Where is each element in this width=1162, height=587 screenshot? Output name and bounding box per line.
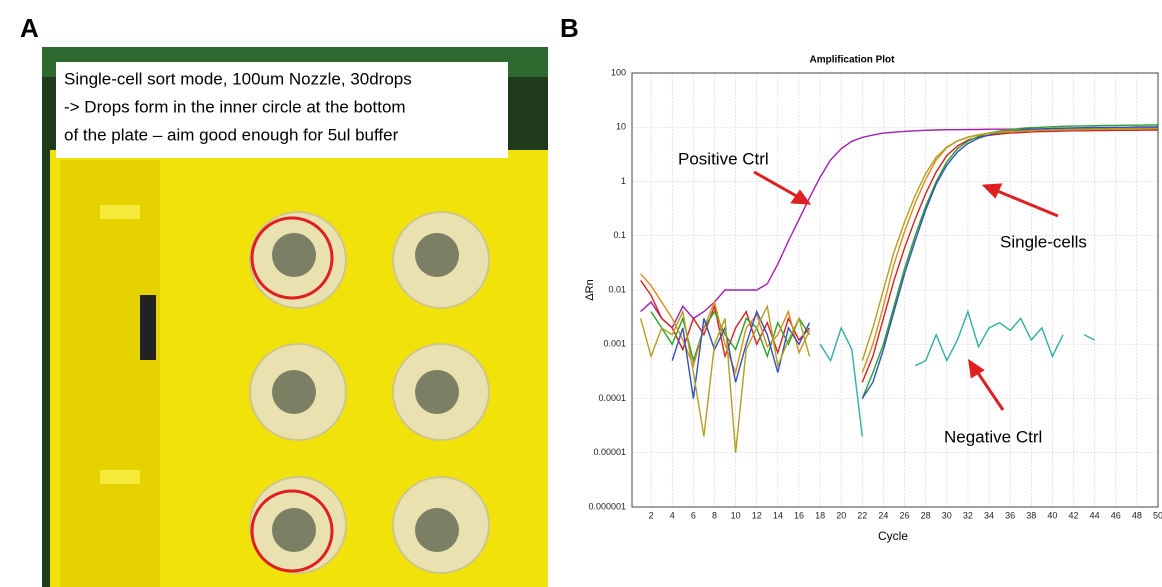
x-axis-label: Cycle: [878, 529, 908, 543]
y-tick-label: 100: [611, 67, 626, 77]
x-tick-label: 42: [1069, 510, 1079, 520]
x-tick-label: 10: [731, 510, 741, 520]
series-line: [650, 124, 1158, 399]
x-tick-label: 36: [1005, 510, 1015, 520]
panel-label: B: [560, 13, 579, 43]
x-tick-label: 34: [984, 510, 994, 520]
x-tick-label: 18: [815, 510, 825, 520]
y-tick-label: 0.1: [613, 230, 626, 240]
x-tick-label: 40: [1047, 510, 1057, 520]
x-tick-label: 32: [963, 510, 973, 520]
y-tick-label: 0.000001: [588, 501, 626, 511]
x-tick-label: 38: [1026, 510, 1036, 520]
x-tick-label: 30: [942, 510, 952, 520]
x-tick-label: 14: [773, 510, 783, 520]
x-tick-label: 4: [670, 510, 675, 520]
caption-line: -> Drops form in the inner circle at the…: [64, 97, 406, 116]
arrows: [753, 170, 1059, 411]
annotation: Positive Ctrl: [678, 149, 769, 168]
x-tick-label: 22: [857, 510, 867, 520]
y-tick-label: 0.0001: [598, 393, 626, 403]
x-tick-label: 20: [836, 510, 846, 520]
x-tick-label: 46: [1111, 510, 1121, 520]
x-tick-label: 12: [752, 510, 762, 520]
plot-area: [632, 72, 1159, 508]
y-tick-label: 10: [616, 122, 626, 132]
x-tick-label: 16: [794, 510, 804, 520]
series-line: [639, 127, 1158, 453]
y-tick-label: 0.00001: [593, 447, 626, 457]
annotation: Negative Ctrl: [944, 427, 1042, 446]
photo: [42, 47, 548, 587]
x-tick-label: 50: [1153, 510, 1162, 520]
annotation: Single-cells: [1000, 232, 1087, 251]
x-tick-label: 44: [1090, 510, 1100, 520]
y-tick-label: 1: [621, 176, 626, 186]
chart-title: Amplification Plot: [810, 55, 896, 66]
plot-frame: [631, 72, 1159, 508]
caption-line: Single-cell sort mode, 100um Nozzle, 30d…: [64, 69, 412, 88]
x-tick-label: 6: [691, 510, 696, 520]
y-tick-label: 0.001: [603, 339, 626, 349]
x-tick-label: 28: [921, 510, 931, 520]
series-line: [640, 129, 1158, 383]
y-tick-label: 0.01: [608, 284, 626, 294]
x-tick-label: 48: [1132, 510, 1142, 520]
x-tick-label: 26: [900, 510, 910, 520]
panel-label: A: [20, 13, 39, 43]
series-line: [819, 309, 1095, 437]
y-axis-label: ΔRn: [584, 279, 596, 300]
caption-line: of the plate – aim good enough for 5ul b…: [64, 125, 399, 144]
x-tick-label: 2: [649, 510, 654, 520]
x-tick-label: 8: [712, 510, 717, 520]
x-tick-label: 24: [878, 510, 888, 520]
